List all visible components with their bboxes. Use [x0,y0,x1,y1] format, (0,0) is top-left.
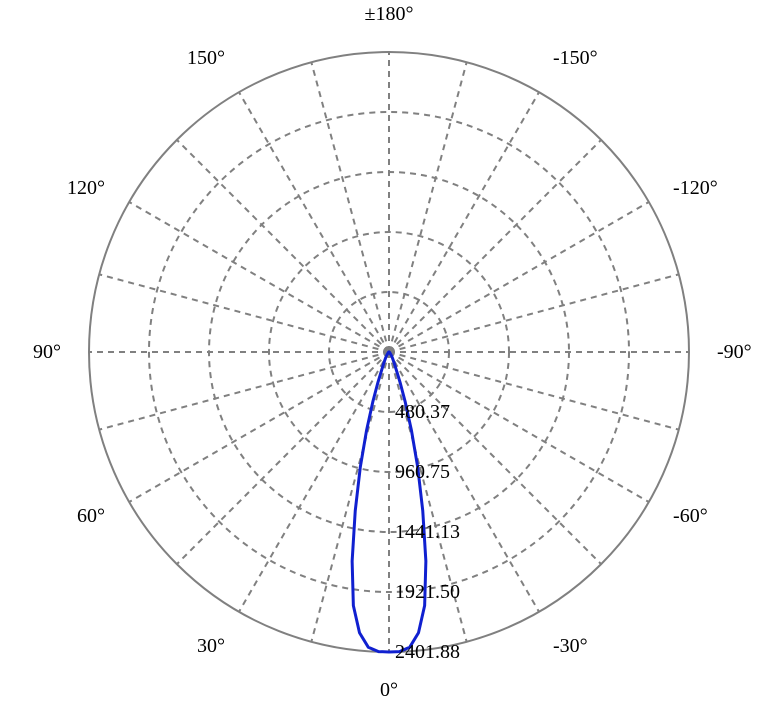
radial-tick-label: 2401.88 [395,641,460,663]
angle-tick-label: -120° [673,177,718,199]
radial-tick-label: 480.37 [395,401,450,423]
angle-tick-label: 150° [187,47,225,69]
angle-tick-label: ±180° [365,3,414,25]
angle-tick-label: -60° [673,505,708,527]
angle-tick-label: 120° [67,177,105,199]
polar-chart: 480.37 960.75 1441.13 1921.50 2401.88 0° 30° 60… [0,0,778,704]
radial-tick-label: 1921.50 [395,581,460,603]
angle-tick-label: 0° [380,679,398,701]
radial-tick-label: 1441.13 [395,521,460,543]
angle-tick-label: -30° [553,635,588,657]
angle-tick-label: 60° [77,505,105,527]
angle-tick-label: 90° [33,341,61,363]
angle-tick-label: -150° [553,47,598,69]
angle-tick-label: 30° [197,635,225,657]
radial-tick-label: 960.75 [395,461,450,483]
angle-tick-label: -90° [717,341,752,363]
